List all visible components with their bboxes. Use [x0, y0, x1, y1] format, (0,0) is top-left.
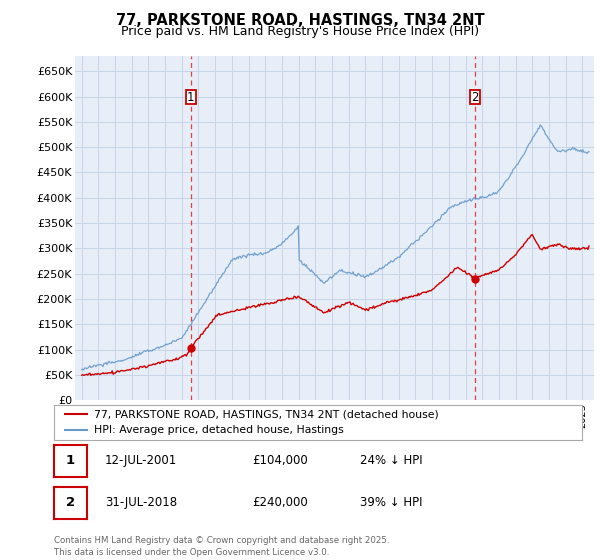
Text: £104,000: £104,000: [252, 454, 308, 468]
Text: 24% ↓ HPI: 24% ↓ HPI: [360, 454, 422, 468]
Text: 31-JUL-2018: 31-JUL-2018: [105, 496, 177, 510]
FancyBboxPatch shape: [470, 90, 480, 104]
FancyBboxPatch shape: [185, 90, 196, 104]
Text: 12-JUL-2001: 12-JUL-2001: [105, 454, 177, 468]
Text: Price paid vs. HM Land Registry's House Price Index (HPI): Price paid vs. HM Land Registry's House …: [121, 25, 479, 39]
Text: Contains HM Land Registry data © Crown copyright and database right 2025.
This d: Contains HM Land Registry data © Crown c…: [54, 536, 389, 557]
Text: 1: 1: [66, 454, 75, 468]
Text: £240,000: £240,000: [252, 496, 308, 510]
Text: 1: 1: [187, 91, 194, 104]
Text: 77, PARKSTONE ROAD, HASTINGS, TN34 2NT: 77, PARKSTONE ROAD, HASTINGS, TN34 2NT: [116, 13, 484, 28]
Text: HPI: Average price, detached house, Hastings: HPI: Average price, detached house, Hast…: [94, 425, 343, 435]
Text: 39% ↓ HPI: 39% ↓ HPI: [360, 496, 422, 510]
Text: 77, PARKSTONE ROAD, HASTINGS, TN34 2NT (detached house): 77, PARKSTONE ROAD, HASTINGS, TN34 2NT (…: [94, 409, 439, 419]
Text: 2: 2: [66, 496, 75, 510]
Text: 2: 2: [472, 91, 479, 104]
